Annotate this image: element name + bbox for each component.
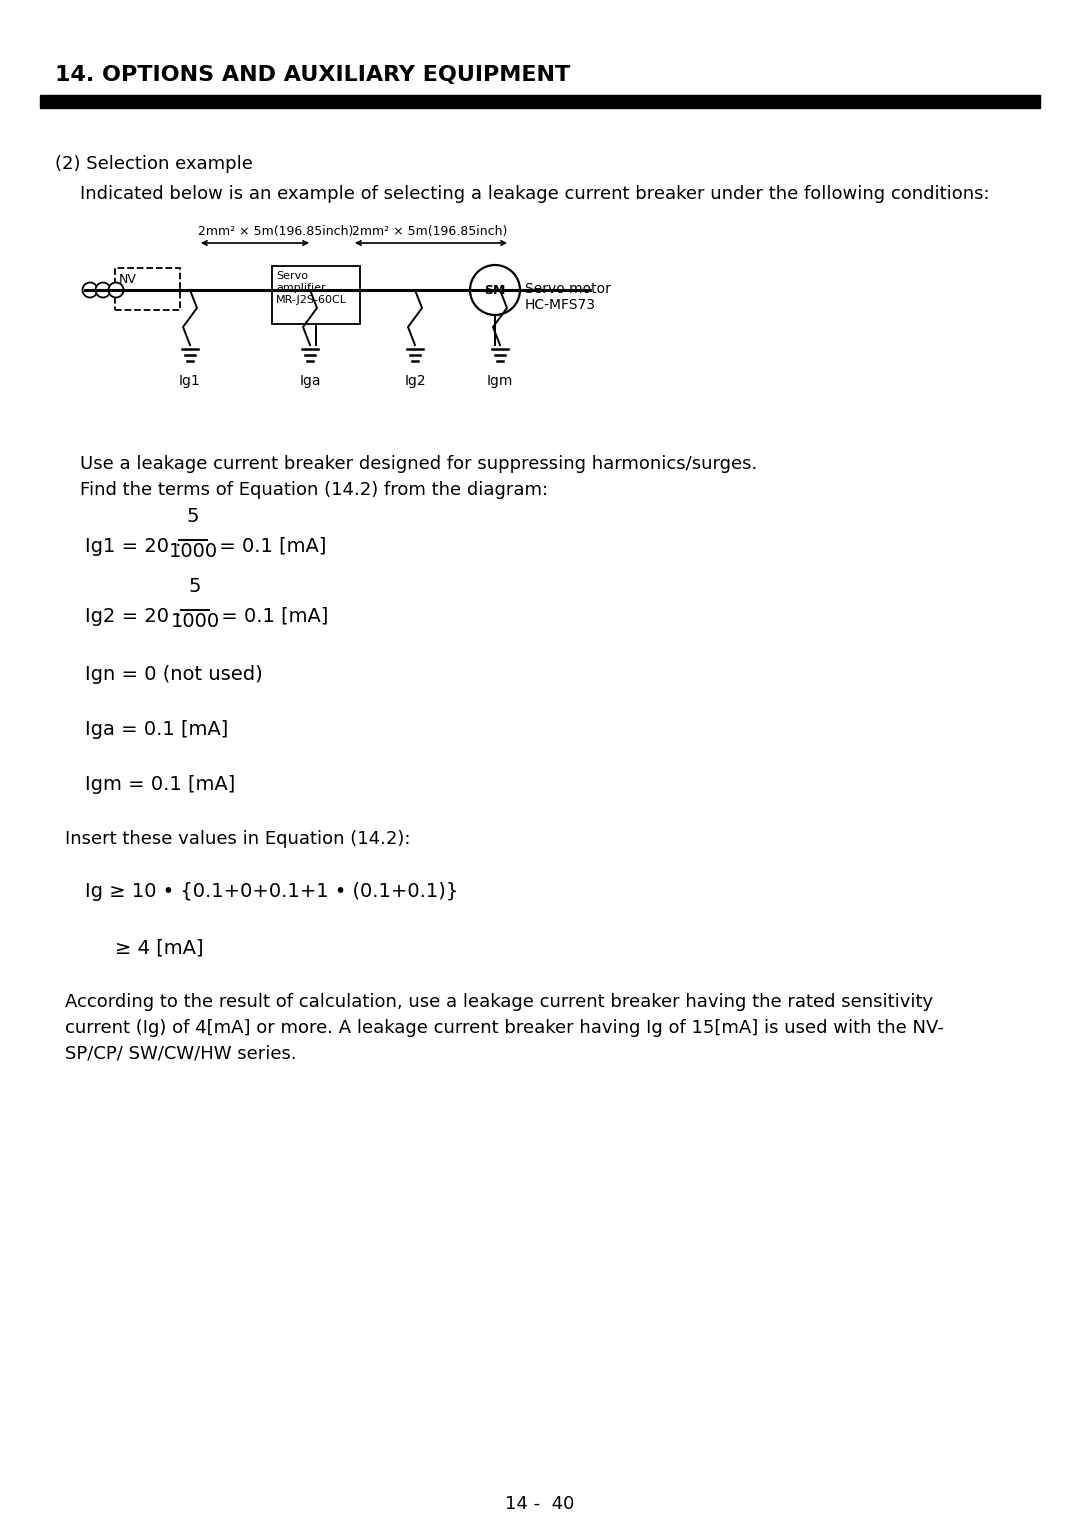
Text: 14 -  40: 14 - 40 — [505, 1494, 575, 1513]
Text: Igm: Igm — [487, 374, 513, 388]
Circle shape — [470, 264, 519, 315]
Text: amplifier: amplifier — [276, 283, 326, 293]
Text: Iga = 0.1 [mA]: Iga = 0.1 [mA] — [85, 720, 228, 740]
Text: Ig2: Ig2 — [404, 374, 426, 388]
Text: SM: SM — [484, 284, 505, 296]
Text: ≥ 4 [mA]: ≥ 4 [mA] — [114, 938, 203, 957]
Text: Iga: Iga — [299, 374, 321, 388]
Text: = 0.1 [mA]: = 0.1 [mA] — [215, 607, 328, 625]
Text: Servo: Servo — [276, 270, 308, 281]
Text: Find the terms of Equation (14.2) from the diagram:: Find the terms of Equation (14.2) from t… — [80, 481, 549, 500]
Text: 5: 5 — [189, 578, 201, 596]
Text: Ig1: Ig1 — [179, 374, 201, 388]
Text: 1000: 1000 — [171, 613, 219, 631]
Circle shape — [82, 283, 97, 298]
Text: Insert these values in Equation (14.2):: Insert these values in Equation (14.2): — [65, 830, 410, 848]
Text: 1000: 1000 — [168, 542, 217, 561]
Text: = 0.1 [mA]: = 0.1 [mA] — [213, 536, 326, 556]
Bar — [114, 267, 180, 310]
Text: current (Ig) of 4[mA] or more. A leakage current breaker having Ig of 15[mA] is : current (Ig) of 4[mA] or more. A leakage… — [65, 1019, 944, 1038]
Text: Servo motor: Servo motor — [525, 283, 611, 296]
Circle shape — [108, 283, 123, 298]
Text: According to the result of calculation, use a leakage current breaker having the: According to the result of calculation, … — [65, 993, 933, 1012]
Text: Indicated below is an example of selecting a leakage current breaker under the f: Indicated below is an example of selecti… — [80, 185, 989, 203]
Text: Use a leakage current breaker designed for suppressing harmonics/surges.: Use a leakage current breaker designed f… — [80, 455, 757, 474]
Text: (2) Selection example: (2) Selection example — [55, 154, 253, 173]
Text: SP/CP/ SW/CW/HW series.: SP/CP/ SW/CW/HW series. — [65, 1045, 297, 1063]
Text: Ig2 = 20 ·: Ig2 = 20 · — [85, 607, 188, 625]
Bar — [272, 266, 360, 324]
Circle shape — [95, 283, 110, 298]
Text: 2mm² × 5m(196.85inch): 2mm² × 5m(196.85inch) — [352, 225, 508, 238]
Text: NV: NV — [119, 274, 137, 286]
Text: Ig1 = 20 ·: Ig1 = 20 · — [85, 536, 188, 556]
Text: 14. OPTIONS AND AUXILIARY EQUIPMENT: 14. OPTIONS AND AUXILIARY EQUIPMENT — [55, 66, 570, 86]
Text: Ign = 0 (not used): Ign = 0 (not used) — [85, 665, 262, 685]
Bar — [40, 95, 1040, 108]
Text: MR-J2S-60CL: MR-J2S-60CL — [276, 295, 347, 306]
Text: Ig ≥ 10 • {0.1+0+0.1+1 • (0.1+0.1)}: Ig ≥ 10 • {0.1+0+0.1+1 • (0.1+0.1)} — [85, 882, 458, 902]
Text: 5: 5 — [187, 507, 199, 526]
Text: HC-MFS73: HC-MFS73 — [525, 298, 596, 312]
Text: Igm = 0.1 [mA]: Igm = 0.1 [mA] — [85, 775, 235, 795]
Text: 2mm² × 5m(196.85inch): 2mm² × 5m(196.85inch) — [198, 225, 353, 238]
